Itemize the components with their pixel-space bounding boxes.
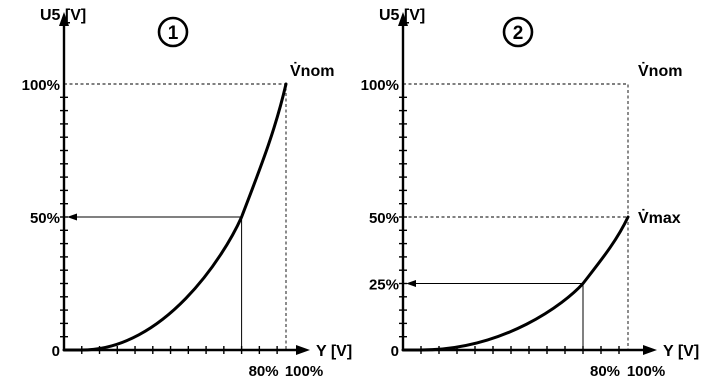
panel-number: 2 — [513, 23, 524, 44]
x-tick-label: 100% — [285, 363, 323, 380]
panel-number-circle — [502, 16, 534, 48]
y-axis-arrow — [398, 12, 408, 26]
y-axis-arrow — [59, 12, 69, 26]
x-tick-label: 80% — [249, 363, 279, 380]
x-tick-label: 80% — [590, 363, 620, 380]
y-tick-label: 25% — [369, 277, 399, 294]
x-axis-label: Y [V] — [316, 343, 352, 360]
highlight-arrowhead — [406, 280, 416, 287]
panel-1: 0 50% 100% 80% 100% U5 [V] Y [V] 1 V̇nom — [22, 7, 353, 380]
curve-end-label: V̇max — [638, 209, 681, 227]
y-tick-label: 0 — [52, 343, 60, 360]
panel-number: 1 — [168, 23, 179, 44]
y-tick-label: 100% — [361, 77, 399, 94]
y-tick-label: 100% — [22, 77, 60, 94]
highlight-arrowhead — [67, 213, 77, 221]
nominal-frame — [403, 83, 629, 350]
series-curve — [401, 215, 630, 352]
panel-2: 0 25% 50% 100% 80% 100% U5 [V] Y [V] 2 V̇nom V̇max — [361, 7, 700, 380]
x-axis-arrow — [296, 345, 310, 355]
nominal-label: V̇nom — [638, 62, 682, 80]
y-tick-label: 50% — [369, 210, 399, 227]
x-tick-label: 100% — [627, 363, 665, 380]
panel-number-circle — [157, 16, 189, 48]
x-axis-label: Y [V] — [663, 343, 699, 360]
y-axis-label: U5 [V] — [40, 7, 86, 24]
curve-end-label: V̇nom — [290, 62, 334, 80]
series-curve — [62, 82, 288, 352]
x-axis-arrow — [643, 345, 657, 355]
y-tick-label: 50% — [30, 210, 60, 227]
y-tick-label: 0 — [391, 343, 399, 360]
y-axis-label: U5 [V] — [379, 7, 425, 24]
